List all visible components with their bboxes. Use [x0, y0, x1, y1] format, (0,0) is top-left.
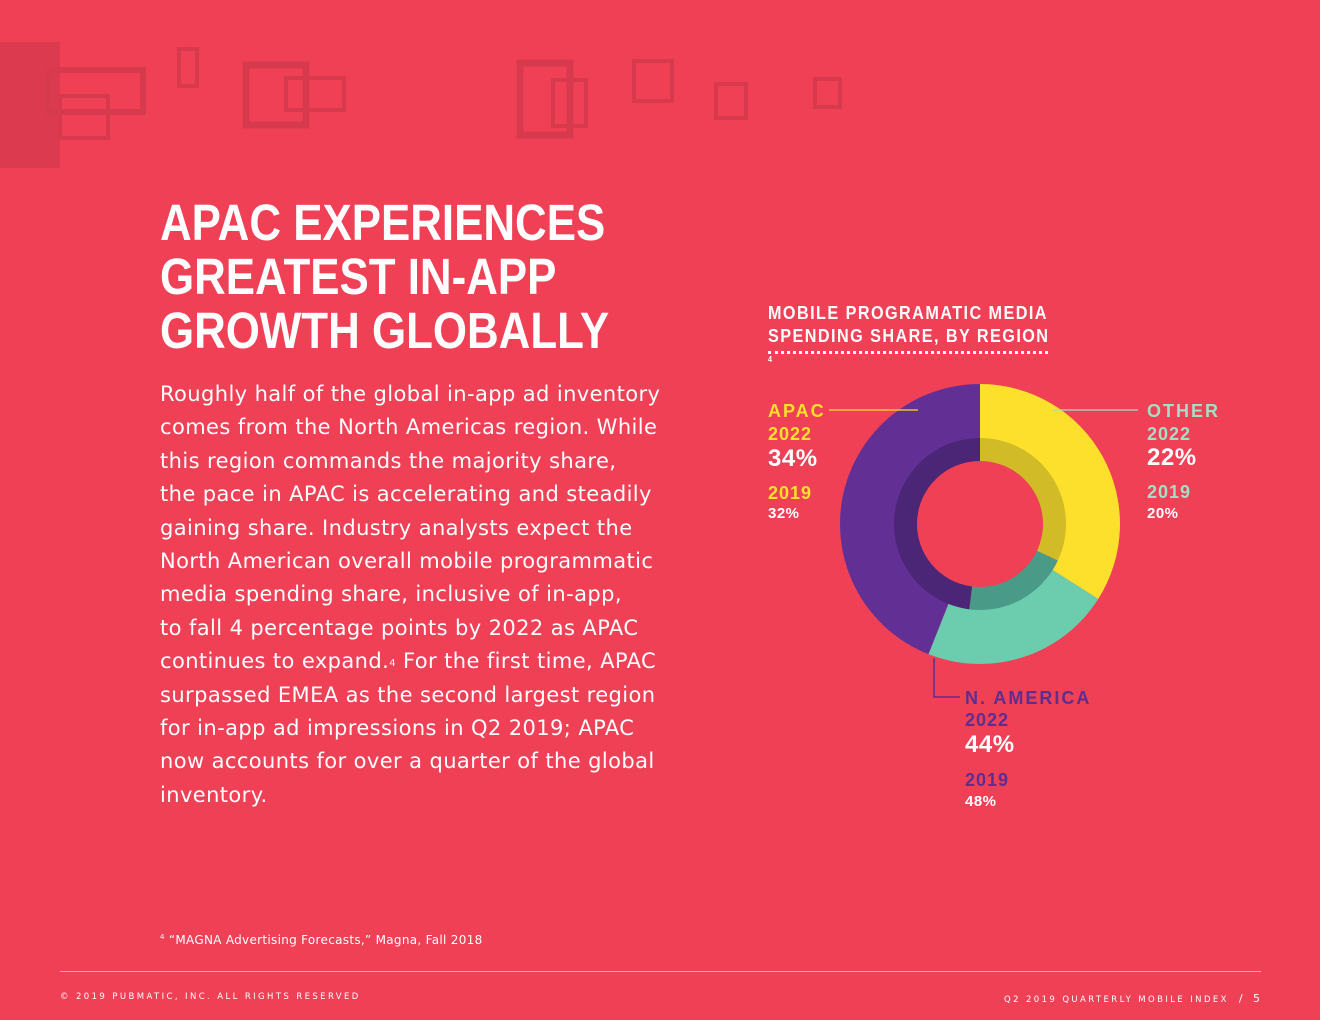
- body-line: media spending share, inclusive of in-ap…: [160, 582, 622, 607]
- body-line: for in-app ad impressions in Q2 2019; AP…: [160, 716, 635, 741]
- body-line: comes from the North Americas region. Wh…: [160, 415, 658, 440]
- body-line: the pace in APAC is accelerating and ste…: [160, 482, 652, 507]
- label-na-region: N. AMERICA: [965, 688, 1092, 708]
- body-line: North American overall mobile programmat…: [160, 549, 654, 574]
- footnote-text: “MAGNA Advertising Forecasts,” Magna, Fa…: [164, 933, 483, 947]
- label-other-value-2022: 22%: [1147, 444, 1197, 471]
- label-na-value-2019: 48%: [965, 793, 997, 810]
- chart-title-line: MOBILE PROGRAMATIC MEDIA: [768, 303, 1048, 323]
- deco-square: [632, 59, 674, 103]
- chart-title-line: SPENDING SHARE, BY REGION 4: [768, 325, 1049, 371]
- label-apac-year-2019: 2019: [768, 483, 813, 503]
- leader-line-na: [933, 658, 960, 698]
- label-apac-year-2022: 2022: [768, 424, 813, 444]
- leader-lines: [829, 409, 1138, 698]
- body-line: Roughly half of the global in-app ad inv…: [160, 382, 661, 406]
- deco-square: [551, 78, 588, 128]
- deco-square: [45, 67, 146, 115]
- chart-title: MOBILE PROGRAMATIC MEDIA SPENDING SHARE,…: [768, 302, 1049, 371]
- label-apac-region: APAC: [768, 401, 826, 421]
- donut-slice-n-america-2022: [840, 384, 980, 655]
- footer-publication: Q2 2019 QUARTERLY MOBILE INDEX / 5: [1004, 992, 1260, 1005]
- deco-square: [516, 59, 574, 139]
- label-na-year-2022: 2022: [965, 710, 1010, 730]
- chart-title-footnote: 4: [768, 355, 774, 364]
- deco-square: [813, 77, 842, 109]
- body-line: surpassed EMEA as the second largest reg…: [160, 682, 656, 707]
- outer-ring-2022: [840, 384, 1120, 664]
- body-line: this region commands the majority share,: [160, 448, 617, 473]
- footnote-marker: 4: [160, 933, 165, 941]
- label-na-year-2019: 2019: [965, 770, 1010, 790]
- deco-square: [284, 76, 346, 112]
- body-line: to fall 4 percentage points by 2022 as A…: [160, 615, 639, 640]
- inner-ring-2019: [893, 438, 1067, 610]
- body-paragraph: Roughly half of the global in-app ad inv…: [160, 378, 680, 812]
- donut-slice-other-2022: [928, 569, 1099, 664]
- body-line: now accounts for over a quarter of the g…: [160, 749, 655, 774]
- footer-copyright: © 2019 PUBMATIC, INC. ALL RIGHTS RESERVE…: [60, 992, 361, 1002]
- deco-square: [177, 47, 199, 88]
- donut-slice-other-2019: [969, 550, 1058, 610]
- chart-title-text: SPENDING SHARE, BY REGION: [768, 326, 1050, 346]
- label-apac-value-2019: 32%: [768, 505, 800, 522]
- deco-square: [58, 94, 110, 140]
- label-apac-value-2022: 34%: [768, 445, 818, 472]
- body-line: gaining share. Industry analysts expect …: [160, 515, 633, 540]
- page-headline: APAC EXPERIENCES GREATEST IN-APP GROWTH …: [160, 196, 609, 358]
- headline-line: APAC EXPERIENCES: [160, 194, 606, 251]
- footer-slash: /: [1238, 992, 1245, 1005]
- deco-square: [714, 82, 748, 120]
- headline-line: GROWTH GLOBALLY: [160, 302, 610, 359]
- donut-slice-apac-2019: [980, 438, 1067, 561]
- body-line-tail: For the first time, APAC: [395, 649, 657, 674]
- label-other-value-2019: 20%: [1147, 505, 1179, 522]
- decorative-squares: [0, 42, 842, 168]
- body-line: inventory.: [160, 782, 268, 807]
- deco-square: [242, 61, 310, 129]
- donut-slice-n-america-2019: [893, 438, 980, 610]
- body-line-text: continues to expand.: [160, 649, 390, 674]
- footnote-reference: 4: [389, 658, 396, 670]
- label-other-region: OTHER: [1147, 401, 1220, 421]
- footer-report-title: Q2 2019 QUARTERLY MOBILE INDEX: [1003, 995, 1229, 1005]
- footer-divider: [60, 971, 1261, 972]
- label-other-year-2019: 2019: [1147, 482, 1192, 502]
- headline-line: GREATEST IN-APP: [160, 248, 557, 305]
- donut-slice-apac-2022: [980, 384, 1120, 600]
- footnote: 4 “MAGNA Advertising Forecasts,” Magna, …: [160, 933, 483, 947]
- chart-title-underline: [768, 351, 1048, 354]
- label-na-value-2022: 44%: [965, 731, 1015, 758]
- label-other-year-2022: 2022: [1147, 424, 1192, 444]
- page-number: 5: [1253, 992, 1260, 1005]
- body-line: continues to expand.4 For the first time…: [160, 645, 680, 678]
